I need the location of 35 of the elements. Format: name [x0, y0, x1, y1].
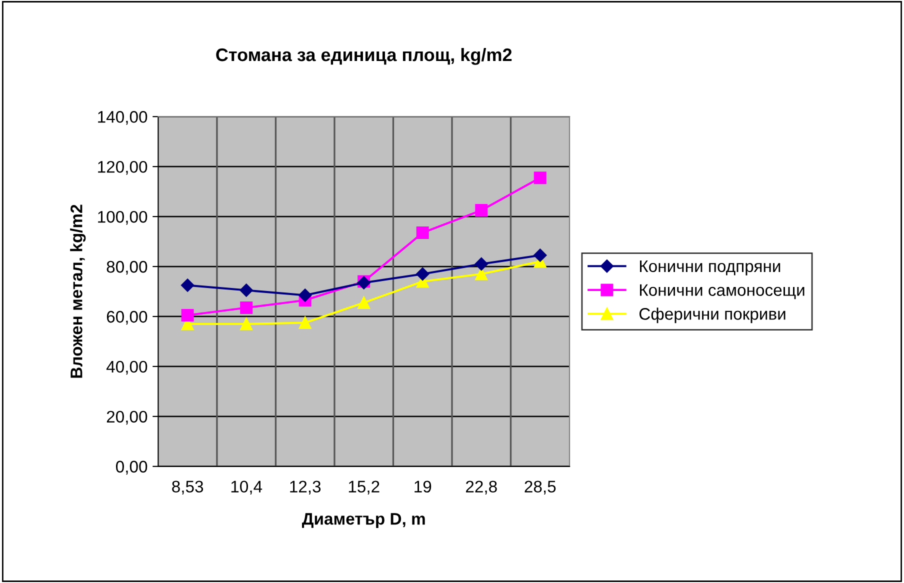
point: [240, 301, 253, 314]
point: [298, 288, 312, 302]
point: [180, 278, 194, 292]
chart-title: Стомана за единица площ, kg/m2: [216, 48, 512, 65]
y-tick-label: 0,00: [116, 460, 148, 475]
x-axis-title: Диаметър D, m: [302, 513, 425, 528]
y-tick-label: 140,00: [98, 111, 148, 125]
point: [181, 308, 194, 322]
x-tick-label: 12,3: [290, 480, 321, 494]
point: [475, 204, 488, 217]
point: [474, 257, 488, 271]
x-tick-label: 10,4: [231, 480, 262, 494]
legend-label: Конични подпряни: [640, 260, 780, 276]
legend-label: Сферични покриви: [639, 308, 786, 324]
x-tick-label: 8,53: [172, 480, 204, 494]
point: [240, 318, 253, 330]
point: [416, 226, 429, 240]
y-tick-label: 20,00: [106, 410, 148, 425]
x-tick-label: 19: [414, 480, 432, 493]
y-axis-title: Вложен метал, kg/m2: [70, 204, 86, 378]
point: [240, 284, 253, 297]
y-tick-label: 60,00: [106, 310, 148, 325]
x-tick-label: 22,8: [466, 480, 497, 494]
point: [534, 172, 546, 184]
y-tick-label: 120,00: [98, 160, 148, 175]
x-tick-label: 28,5: [524, 480, 556, 494]
point: [298, 316, 312, 329]
point: [534, 248, 547, 262]
legend-label: Конични самоносещи: [640, 284, 804, 300]
x-tick-label: 15,2: [348, 480, 380, 494]
y-tick-label: 80,00: [106, 260, 148, 275]
point: [416, 267, 430, 281]
y-tick-label: 40,00: [106, 360, 148, 375]
point: [358, 296, 370, 309]
y-tick-label: 100,00: [98, 210, 148, 225]
